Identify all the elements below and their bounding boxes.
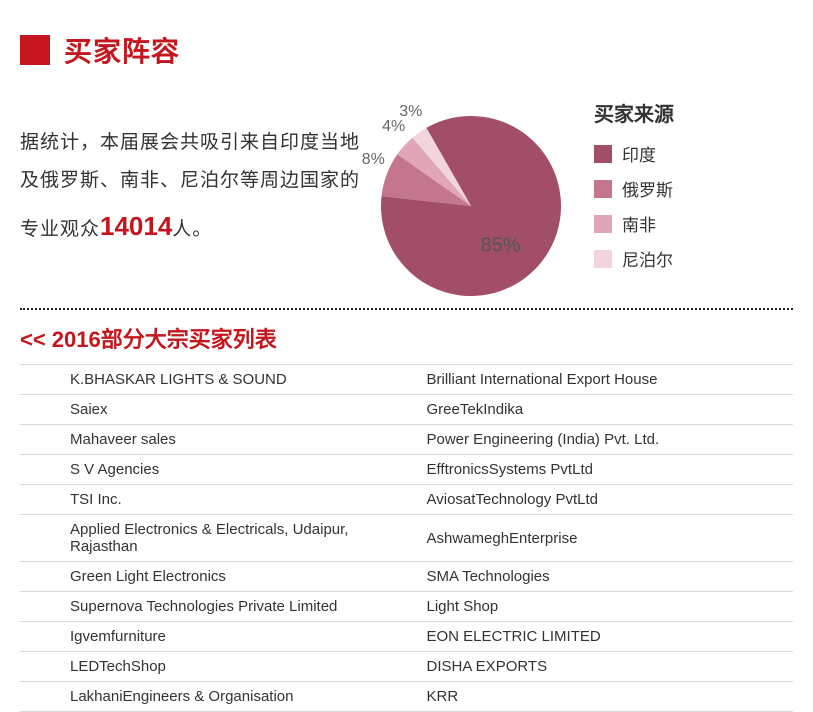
table-cell: EfftronicsSystems PvtLtd (407, 455, 794, 485)
pie-pct-label: 3% (399, 103, 422, 121)
table-cell: S V Agencies (20, 455, 407, 485)
table-cell: LEDTechShop (20, 652, 407, 682)
legend-title: 买家来源 (594, 98, 674, 127)
chart-area: 85% 8%4%3% 买家来源 印度俄罗斯南非尼泊尔 (360, 88, 793, 298)
top-row: 据统计，本届展会共吸引来自印度当地及俄罗斯、南非、尼泊尔等周边国家的专业观众14… (20, 88, 793, 298)
legend-label: 尼泊尔 (622, 246, 673, 271)
table-row: SaiexGreeTekIndika (20, 395, 793, 425)
table-cell: GreeTekIndika (407, 395, 794, 425)
table-row: TSI Inc.AviosatTechnology PvtLtd (20, 485, 793, 515)
table-cell: LakhaniEngineers & Organisation (20, 682, 407, 712)
table-cell: Supernova Technologies Private Limited (20, 592, 407, 622)
table-cell: Light Shop (407, 592, 794, 622)
legend-label: 印度 (622, 141, 656, 166)
table-cell: AviosatTechnology PvtLtd (407, 485, 794, 515)
legend-swatch (594, 250, 612, 268)
chart-legend: 买家来源 印度俄罗斯南非尼泊尔 (576, 88, 674, 281)
table-cell: EON ELECTRIC LIMITED (407, 622, 794, 652)
page-title: 买家阵容 (64, 30, 180, 70)
table-row: Green Light ElectronicsSMA Technologies (20, 562, 793, 592)
table-cell: Igvemfurniture (20, 622, 407, 652)
table-cell: Brilliant International Export House (407, 365, 794, 395)
legend-label: 南非 (622, 211, 656, 236)
legend-item: 尼泊尔 (594, 246, 674, 271)
table-row: Supernova Technologies Private LimitedLi… (20, 592, 793, 622)
table-row: S V AgenciesEfftronicsSystems PvtLtd (20, 455, 793, 485)
table-cell: SMA Technologies (407, 562, 794, 592)
table-cell: K.BHASKAR LIGHTS & SOUND (20, 365, 407, 395)
table-cell: DISHA EXPORTS (407, 652, 794, 682)
subheader: << 2016部分大宗买家列表 (20, 322, 793, 354)
table-cell: TSI Inc. (20, 485, 407, 515)
intro-suffix: 人。 (172, 219, 212, 240)
buyer-tbody: K.BHASKAR LIGHTS & SOUNDBrilliant Intern… (20, 365, 793, 712)
legend-swatch (594, 145, 612, 163)
pie-chart: 85% 8%4%3% (366, 88, 576, 298)
table-cell: Power Engineering (India) Pvt. Ltd. (407, 425, 794, 455)
legend-swatch (594, 215, 612, 233)
table-cell: Mahaveer sales (20, 425, 407, 455)
table-cell: AshwameghEnterprise (407, 515, 794, 562)
dotted-separator (20, 308, 793, 310)
pie-pct-label: 85% (481, 235, 521, 257)
table-row: IgvemfurnitureEON ELECTRIC LIMITED (20, 622, 793, 652)
intro-paragraph: 据统计，本届展会共吸引来自印度当地及俄罗斯、南非、尼泊尔等周边国家的专业观众14… (20, 88, 360, 252)
intro-number: 14014 (100, 211, 172, 241)
table-row: Applied Electronics & Electricals, Udaip… (20, 515, 793, 562)
table-cell: Green Light Electronics (20, 562, 407, 592)
legend-item: 印度 (594, 141, 674, 166)
legend-swatch (594, 180, 612, 198)
table-cell: Applied Electronics & Electricals, Udaip… (20, 515, 407, 562)
table-cell: KRR (407, 682, 794, 712)
section-header: 买家阵容 (20, 30, 793, 70)
legend-label: 俄罗斯 (622, 176, 673, 201)
table-cell: Saiex (20, 395, 407, 425)
title-accent-block (20, 35, 50, 65)
table-row: Mahaveer salesPower Engineering (India) … (20, 425, 793, 455)
table-row: LEDTechShopDISHA EXPORTS (20, 652, 793, 682)
pie-pct-label: 8% (362, 151, 385, 169)
legend-item: 俄罗斯 (594, 176, 674, 201)
buyer-table: K.BHASKAR LIGHTS & SOUNDBrilliant Intern… (20, 364, 793, 712)
table-row: K.BHASKAR LIGHTS & SOUNDBrilliant Intern… (20, 365, 793, 395)
legend-item: 南非 (594, 211, 674, 236)
table-row: LakhaniEngineers & OrganisationKRR (20, 682, 793, 712)
legend-items: 印度俄罗斯南非尼泊尔 (594, 141, 674, 271)
